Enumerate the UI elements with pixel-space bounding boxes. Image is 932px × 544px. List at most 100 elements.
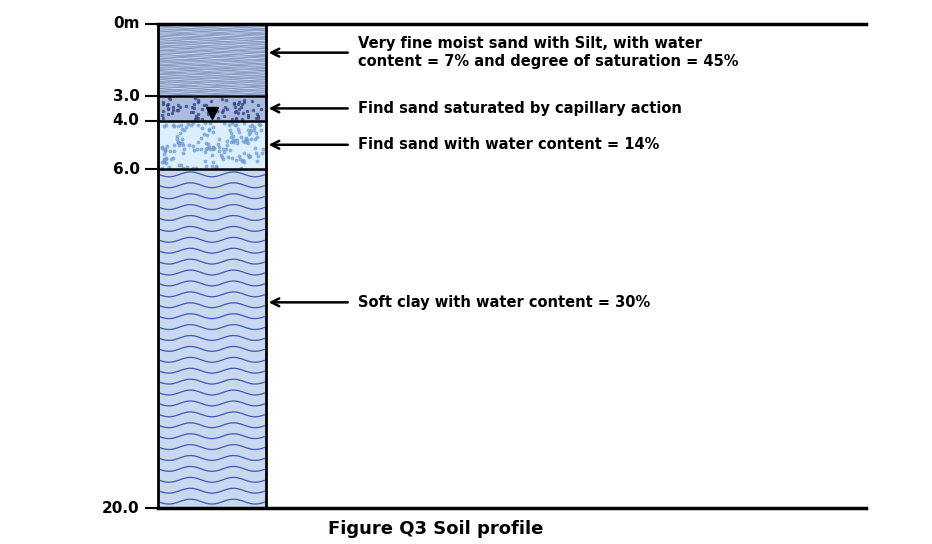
Point: [176, 149, 191, 158]
Point: [199, 130, 214, 139]
Text: Find sand with water content = 14%: Find sand with water content = 14%: [358, 137, 660, 152]
Point: [210, 107, 225, 116]
Point: [186, 100, 201, 108]
Point: [223, 125, 238, 134]
Point: [200, 139, 215, 148]
Point: [159, 141, 174, 150]
Point: [200, 107, 215, 116]
Point: [241, 125, 256, 134]
Point: [216, 112, 231, 121]
Point: [226, 100, 241, 108]
Point: [171, 100, 185, 109]
Point: [171, 141, 186, 150]
Point: [240, 113, 255, 121]
Point: [226, 136, 240, 145]
Point: [250, 109, 265, 118]
Point: [206, 144, 221, 152]
Point: [185, 102, 199, 111]
Point: [187, 114, 202, 123]
Point: [158, 159, 173, 168]
Point: [156, 107, 171, 115]
Point: [228, 121, 243, 129]
Point: [211, 114, 226, 122]
Point: [203, 119, 218, 128]
Point: [226, 117, 240, 126]
Point: [221, 153, 236, 162]
Point: [174, 125, 189, 133]
Point: [188, 164, 203, 173]
Point: [216, 148, 231, 157]
Point: [173, 121, 188, 129]
Point: [212, 143, 226, 151]
Point: [229, 136, 244, 145]
Point: [225, 115, 240, 123]
Point: [161, 94, 176, 103]
Point: [158, 153, 173, 162]
Point: [199, 101, 213, 110]
Point: [170, 106, 185, 114]
Point: [233, 164, 248, 173]
Point: [171, 138, 185, 146]
Point: [250, 101, 265, 109]
Point: [228, 156, 243, 165]
Point: [225, 119, 240, 127]
Point: [155, 111, 170, 120]
Point: [166, 106, 181, 114]
Point: [190, 120, 205, 129]
Point: [158, 147, 172, 156]
Point: [228, 114, 243, 122]
Point: [205, 143, 220, 151]
Point: [181, 120, 196, 129]
Point: [194, 145, 209, 153]
Point: [240, 110, 255, 119]
Point: [161, 109, 176, 118]
Point: [171, 138, 185, 146]
Point: [253, 121, 267, 129]
Point: [224, 133, 239, 141]
Point: [162, 162, 177, 171]
Point: [242, 127, 257, 136]
Point: [167, 147, 182, 156]
Point: [161, 104, 176, 113]
Point: [171, 160, 186, 169]
Point: [212, 146, 226, 155]
Point: [228, 106, 243, 115]
Text: 3.0: 3.0: [113, 89, 140, 104]
Point: [224, 138, 239, 147]
Point: [218, 144, 233, 153]
Point: [190, 138, 205, 146]
Point: [165, 103, 180, 112]
Point: [206, 145, 221, 153]
Point: [251, 120, 266, 128]
Bar: [158, 121, 266, 169]
Point: [219, 96, 234, 104]
Point: [159, 121, 174, 129]
Point: [248, 135, 263, 144]
Point: [156, 114, 171, 122]
Point: [249, 149, 264, 157]
Point: [231, 100, 246, 109]
Point: [202, 144, 217, 153]
Point: [199, 144, 214, 153]
Point: [189, 145, 204, 154]
Point: [250, 112, 265, 120]
Point: [198, 156, 212, 165]
Text: Figure Q3 Soil profile: Figure Q3 Soil profile: [327, 520, 543, 538]
Point: [165, 153, 180, 162]
Point: [246, 105, 261, 114]
Point: [162, 147, 177, 156]
Point: [229, 117, 244, 126]
Point: [237, 149, 252, 157]
Point: [174, 139, 189, 147]
Point: [205, 122, 220, 131]
Text: 6.0: 6.0: [113, 162, 140, 176]
Point: [213, 151, 228, 159]
Point: [185, 108, 200, 116]
Point: [231, 104, 246, 113]
Point: [201, 125, 216, 133]
Text: Find sand saturated by capillary action: Find sand saturated by capillary action: [358, 101, 682, 116]
Point: [193, 133, 208, 142]
Point: [241, 129, 256, 138]
Point: [167, 141, 182, 150]
Point: [232, 154, 247, 163]
